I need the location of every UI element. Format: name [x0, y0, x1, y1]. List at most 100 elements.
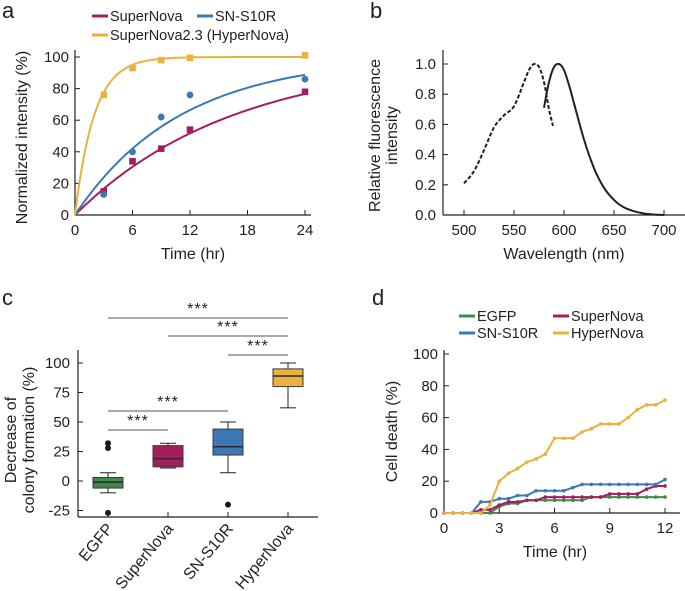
- legend-label-sn_s10r: SN-S10R: [477, 326, 538, 342]
- data-point-sn_s10r: [635, 482, 640, 487]
- y-tick-label: 100: [44, 49, 69, 66]
- significance-label: ***: [127, 413, 149, 430]
- x-tick-label: 550: [501, 222, 526, 239]
- data-point-sn_s10r: [534, 488, 538, 493]
- data-point-hypernova: [497, 479, 502, 484]
- data-point-hypernova: [552, 436, 557, 441]
- y-tick-label: 50: [53, 414, 70, 431]
- y-tick-label: 0.2: [415, 177, 436, 194]
- y-tick-label: 80: [52, 81, 69, 98]
- data-point-hypernova: [617, 422, 621, 426]
- x-tick-label: 700: [651, 222, 676, 239]
- data-point-egfp: [653, 495, 658, 499]
- data-point-hypernova: [129, 64, 136, 72]
- data-point-egfp: [635, 495, 640, 499]
- data-point-supernova: [186, 126, 194, 133]
- data-point-egfp: [543, 498, 548, 503]
- data-point-egfp: [644, 495, 649, 499]
- data-point-sn_s10r: [626, 482, 630, 487]
- y-tick-label: 25: [53, 444, 70, 461]
- x-category-label: SuperNova: [113, 521, 178, 591]
- legend-label-supernova: SuperNova: [571, 309, 644, 325]
- y-tick-label: 100: [45, 355, 70, 372]
- data-point-egfp: [552, 498, 557, 503]
- x-tick-label: 6: [550, 520, 558, 537]
- y-axis-label: Decrease ofcolony formation (%): [3, 367, 38, 514]
- data-point-supernova: [129, 157, 136, 165]
- data-point-hypernova: [589, 426, 594, 431]
- significance-label: ***: [217, 319, 239, 336]
- y-tick-label: 40: [52, 144, 69, 161]
- data-point-supernova: [301, 88, 309, 96]
- y-tick-label: 40: [421, 441, 438, 458]
- data-point-hypernova: [626, 415, 630, 420]
- data-point-sn_s10r: [525, 493, 529, 498]
- data-point-supernova: [543, 495, 548, 499]
- y-tick-label: 60: [52, 112, 69, 129]
- y-tick-label: 0: [430, 505, 438, 522]
- data-point-supernova: [644, 487, 649, 491]
- data-point-egfp: [488, 511, 492, 515]
- outlier-sn_s10r: [225, 501, 231, 508]
- data-point-hypernova: [663, 398, 667, 402]
- y-axis-label: Normalized intensity (%): [14, 51, 31, 224]
- panel-letter-d: d: [372, 285, 384, 310]
- data-point-hypernova: [442, 511, 446, 515]
- x-tick-label: 9: [606, 520, 614, 537]
- data-point-egfp: [580, 498, 584, 503]
- x-tick-label: 18: [239, 222, 256, 239]
- data-point-hypernova: [186, 54, 194, 62]
- data-point-supernova: [157, 145, 165, 152]
- y-tick-label: 0: [62, 473, 70, 490]
- data-point-hypernova: [525, 460, 529, 464]
- data-point-hypernova: [451, 511, 456, 515]
- legend-label-hypernova: HyperNova: [571, 326, 644, 342]
- data-point-egfp: [663, 495, 667, 499]
- data-point-sn_s10r: [589, 482, 594, 487]
- data-point-sn_s10r: [506, 496, 511, 501]
- data-point-egfp: [617, 495, 621, 499]
- y-tick-label: 0.6: [415, 116, 436, 133]
- x-tick-label: 12: [182, 222, 199, 239]
- data-point-egfp: [607, 495, 612, 499]
- data-point-hypernova: [571, 436, 575, 441]
- outlier-egfp: [105, 444, 111, 451]
- data-point-hypernova: [580, 430, 584, 434]
- significance-label: ***: [247, 338, 269, 355]
- legend-label-egfp: EGFP: [477, 309, 516, 325]
- x-tick-label: 600: [551, 222, 576, 239]
- x-axis-label: Time (hr): [523, 544, 587, 561]
- excitation-spectrum-line: [463, 62, 554, 184]
- data-point-supernova: [479, 508, 483, 512]
- box-supernova: [152, 445, 184, 468]
- outlier-egfp: [105, 440, 111, 447]
- data-point-hypernova: [543, 452, 548, 456]
- panel-c-chart: -25 0 25 50 75 100 Decrease ofcolony formation…: [3, 301, 318, 591]
- data-point-sn_s10r: [663, 477, 667, 482]
- fit-curve-supernova: [74, 92, 306, 216]
- box-hypernova: [272, 368, 304, 388]
- legend-label-sn_s10r: SN-S10R: [215, 9, 276, 25]
- significance-label: ***: [187, 301, 209, 318]
- data-point-supernova: [488, 508, 492, 512]
- fit-curve-hypernova: [74, 56, 305, 216]
- data-point-hypernova: [515, 466, 520, 471]
- data-point-sn_s10r: [561, 488, 566, 493]
- data-point-supernova: [552, 495, 557, 499]
- y-tick-label: 60: [421, 410, 438, 427]
- panel-letter-a: a: [2, 0, 15, 23]
- y-axis-label: Cell death (%): [384, 381, 401, 482]
- y-tick-label: 0: [61, 207, 69, 224]
- data-point-sn_s10r: [617, 482, 621, 487]
- data-point-hypernova: [100, 91, 108, 99]
- data-point-sn_s10r: [598, 482, 603, 487]
- data-point-sn_s10r: [100, 191, 108, 198]
- x-tick-label: 3: [495, 520, 503, 537]
- y-tick-label: 20: [421, 473, 438, 490]
- emission-spectrum-line: [543, 62, 665, 216]
- data-point-sn_s10r: [157, 113, 165, 121]
- panel-d-chart: 0 3 6 9 12 0 20 40 60 80 100 Time (hr) Cell death (%…: [384, 309, 680, 561]
- x-tick-label: 0: [440, 520, 448, 537]
- data-point-hypernova: [635, 407, 640, 412]
